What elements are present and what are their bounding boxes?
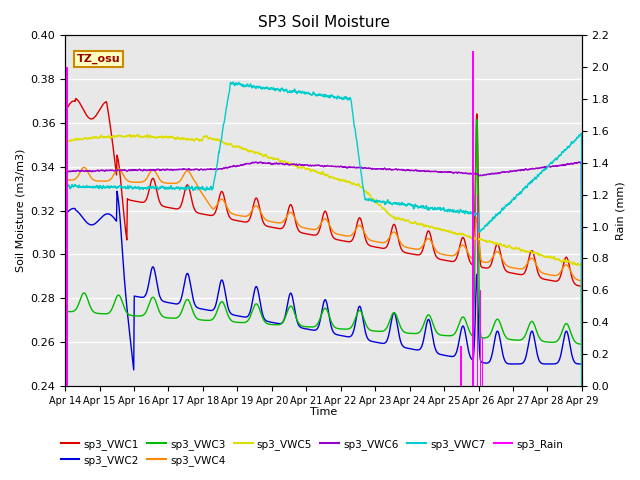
Legend: sp3_VWC1, sp3_VWC2, sp3_VWC3, sp3_VWC4, sp3_VWC5, sp3_VWC6, sp3_VWC7, sp3_Rain: sp3_VWC1, sp3_VWC2, sp3_VWC3, sp3_VWC4, … — [56, 434, 568, 470]
Y-axis label: Soil Moisture (m3/m3): Soil Moisture (m3/m3) — [15, 149, 25, 272]
X-axis label: Time: Time — [310, 407, 337, 417]
Title: SP3 Soil Moisture: SP3 Soil Moisture — [257, 15, 390, 30]
Y-axis label: Rain (mm): Rain (mm) — [615, 181, 625, 240]
Text: TZ_osu: TZ_osu — [77, 54, 120, 64]
